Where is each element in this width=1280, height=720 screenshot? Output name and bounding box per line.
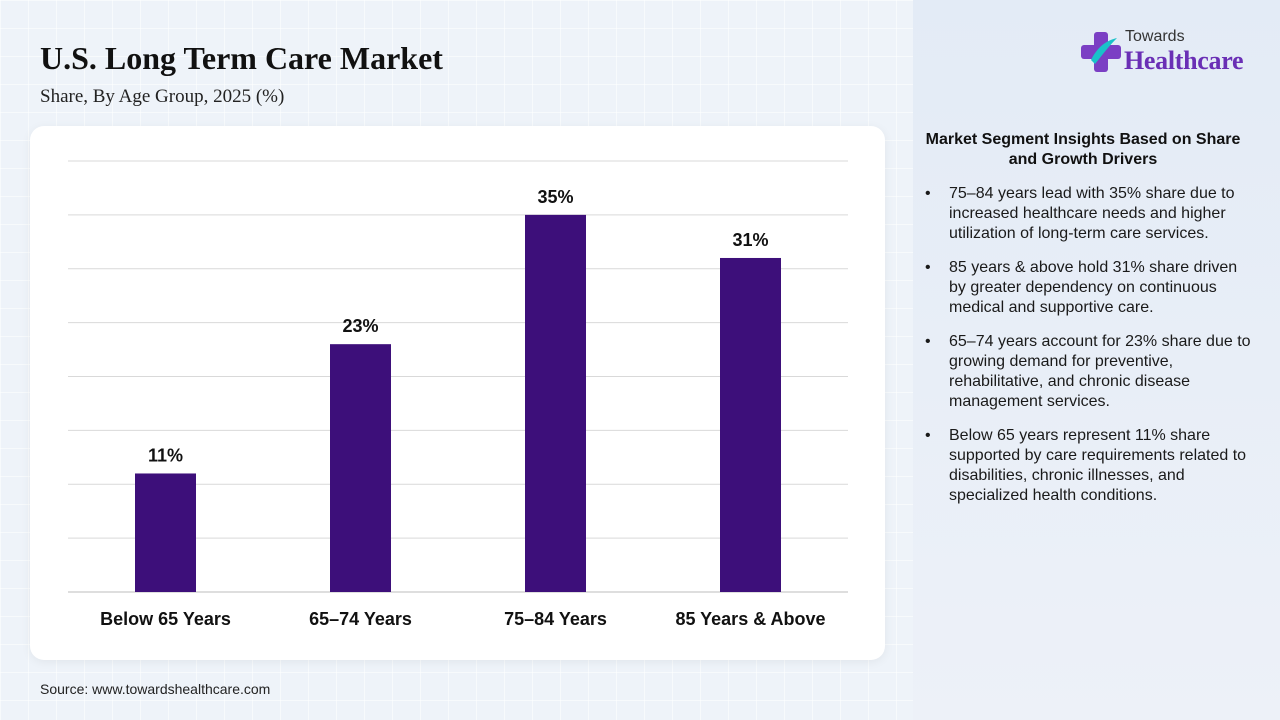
insight-text: 75–84 years lead with 35% share due to i…	[949, 185, 1235, 242]
bullet-icon: •	[925, 185, 931, 202]
x-tick-label: 75–84 Years	[504, 609, 607, 629]
plus-cross-logo-icon	[1081, 32, 1121, 72]
brand-logo[interactable]: Towards Healthcare	[1081, 28, 1261, 78]
logo-top-text: Towards	[1125, 28, 1185, 45]
bullet-icon: •	[925, 427, 931, 444]
x-tick-label: 65–74 Years	[309, 609, 412, 629]
insight-text: Below 65 years represent 11% share suppo…	[949, 427, 1247, 504]
chart-card: 11% Below 65 Years 23% 65–74 Years 35% 75–84 …	[30, 126, 885, 660]
bar-chart: 11% Below 65 Years 23% 65–74 Years 35% 75–84 …	[68, 160, 848, 629]
insights-heading: Market Segment Insights Based on Share a…	[925, 131, 1241, 168]
insight-item: • 85 years & above hold 31% share driven …	[925, 258, 1251, 318]
bar	[720, 257, 781, 592]
bar	[135, 473, 196, 592]
insights-panel: Towards Healthcare Market Segment Insigh…	[913, 0, 1280, 720]
bullet-icon: •	[925, 259, 931, 276]
insights-list: • 75–84 years lead with 35% share due to …	[925, 184, 1251, 520]
data-label: 31%	[732, 230, 768, 250]
logo-main-text: Healthcare	[1124, 46, 1244, 75]
insight-text: 85 years & above hold 31% share driven b…	[949, 259, 1238, 316]
data-label: 11%	[148, 445, 183, 465]
bullet-icon: •	[925, 333, 931, 350]
chart-title: U.S. Long Term Care Market	[40, 40, 443, 76]
insight-item: • 75–84 years lead with 35% share due to …	[925, 184, 1251, 244]
data-label: 23%	[342, 316, 378, 336]
insight-text: 65–74 years account for 23% share due to…	[949, 333, 1251, 410]
source-note: Source: www.towardshealthcare.com	[40, 681, 271, 697]
insight-item: • 65–74 years account for 23% share due t…	[925, 332, 1251, 412]
insight-item: • Below 65 years represent 11% share supp…	[925, 426, 1251, 506]
chart-subtitle: Share, By Age Group, 2025 (%)	[40, 86, 285, 107]
data-label: 35%	[537, 187, 573, 207]
bar	[525, 214, 586, 592]
x-tick-label: Below 65 Years	[100, 609, 231, 629]
bar	[330, 344, 391, 592]
x-tick-label: 85 Years & Above	[675, 609, 825, 629]
